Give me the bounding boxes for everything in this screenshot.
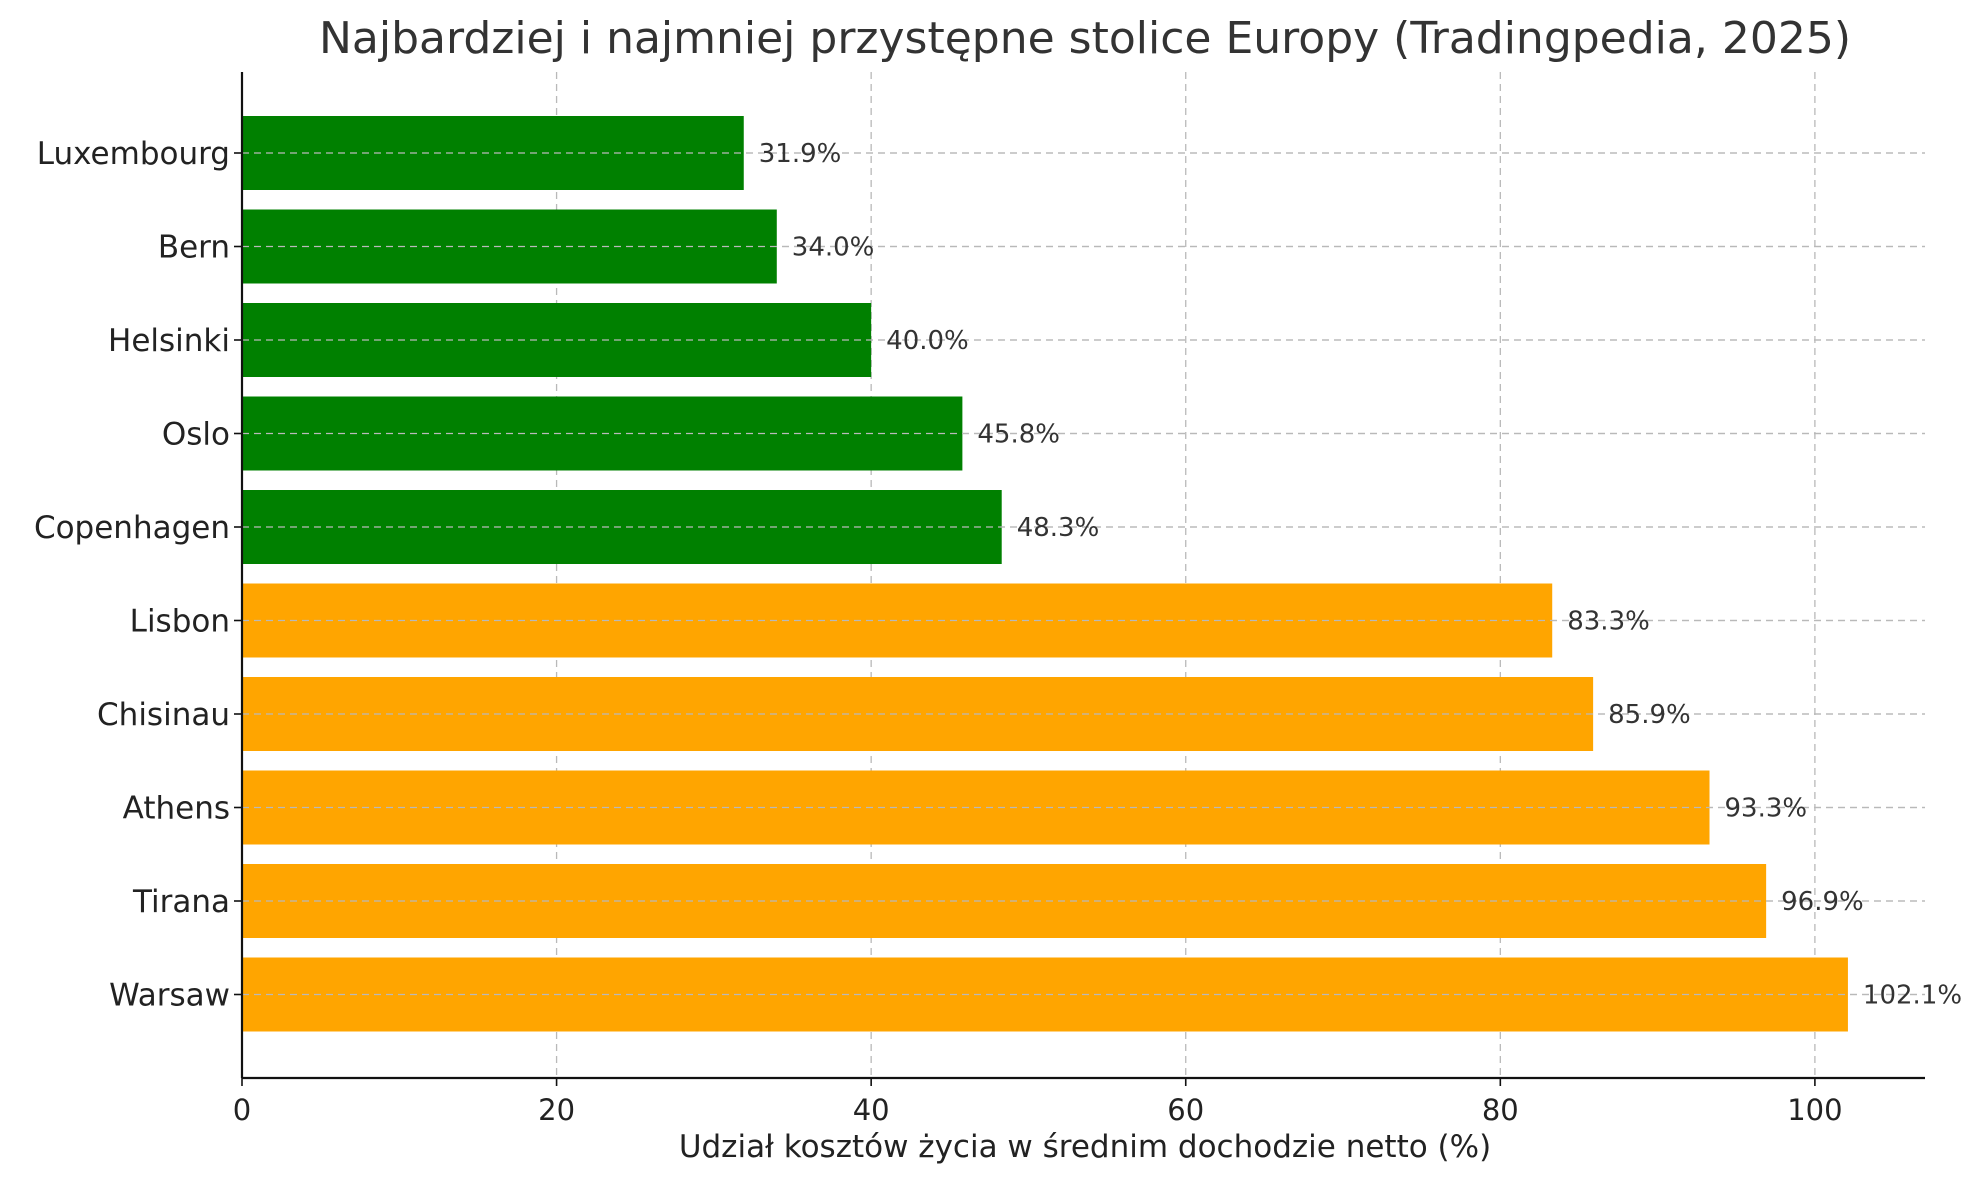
x-tick-label: 40 (853, 1093, 890, 1127)
x-tick-label: 60 (1167, 1093, 1204, 1127)
bar-luxembourg (242, 116, 744, 190)
y-tick-label: Helsinki (108, 323, 230, 359)
y-tick-label: Luxembourg (37, 136, 230, 172)
x-axis-label: Udział kosztów życia w średnim dochodzie… (679, 1129, 1491, 1165)
label-layer: 0 20 40 60 80 100 Luxembourg Bern Helsinki Oslo Co… (34, 136, 1962, 1127)
y-tick-label: Chisinau (97, 697, 230, 733)
x-tick-label: 20 (538, 1093, 575, 1127)
data-label: 45.8% (977, 420, 1060, 450)
data-label: 34.0% (792, 233, 875, 263)
data-label: 48.3% (1017, 513, 1100, 543)
data-label: 102.1% (1863, 981, 1962, 1011)
data-label: 31.9% (759, 139, 842, 169)
x-tick-label: 80 (1482, 1093, 1519, 1127)
chart-title: Najbardziej i najmniej przystępne stolic… (319, 13, 1851, 64)
y-tick-label: Copenhagen (34, 510, 230, 546)
axis-layer (234, 72, 1925, 1086)
bar-layer (242, 116, 1925, 1032)
y-tick-label: Tirana (132, 884, 230, 920)
y-tick-label: Bern (158, 230, 230, 266)
data-label: 96.9% (1781, 887, 1864, 917)
x-tick-label: 0 (233, 1093, 251, 1127)
data-label: 85.9% (1608, 700, 1691, 730)
y-tick-label: Warsaw (109, 978, 230, 1014)
y-tick-label: Lisbon (130, 604, 230, 640)
data-label: 83.3% (1567, 607, 1650, 637)
data-label: 40.0% (886, 326, 969, 356)
x-tick-label: 100 (1787, 1093, 1842, 1127)
y-tick-label: Athens (123, 791, 230, 827)
data-label: 93.3% (1725, 794, 1808, 824)
y-tick-label: Oslo (162, 417, 230, 453)
